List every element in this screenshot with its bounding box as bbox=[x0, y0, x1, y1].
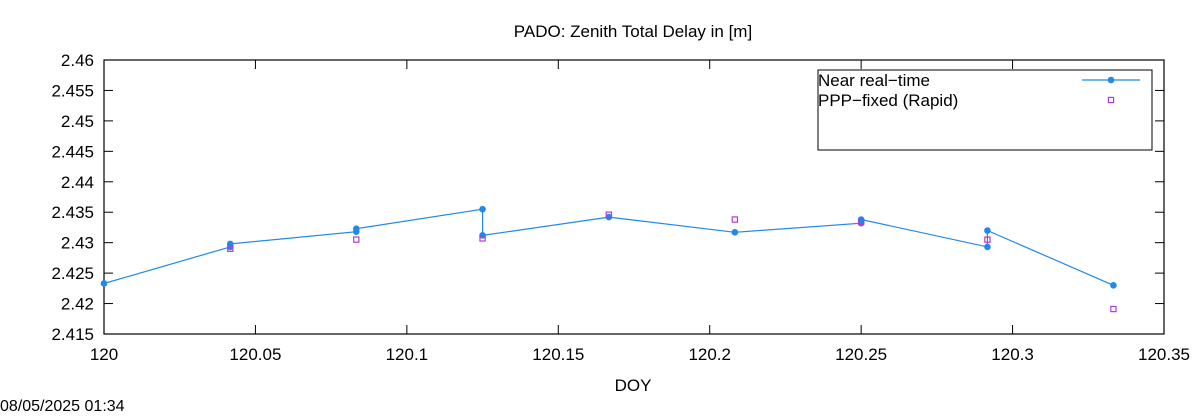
series-point-0 bbox=[731, 229, 739, 236]
x-tick-label: 120.15 bbox=[532, 345, 584, 364]
series-point-0 bbox=[352, 225, 360, 232]
series-point-0 bbox=[984, 227, 991, 234]
x-tick-label: 120 bbox=[90, 345, 118, 364]
y-tick-label: 2.445 bbox=[51, 142, 94, 161]
y-tick-label: 2.415 bbox=[51, 325, 94, 344]
y-tick-label: 2.44 bbox=[61, 173, 94, 192]
series-point-1 bbox=[605, 211, 613, 218]
y-tick-label: 2.42 bbox=[61, 295, 94, 314]
y-tick-label: 2.435 bbox=[51, 203, 94, 222]
x-tick-label: 120.1 bbox=[386, 345, 429, 364]
x-tick-label: 120.05 bbox=[229, 345, 281, 364]
x-tick-label: 120.35 bbox=[1138, 345, 1190, 364]
x-tick-label: 120.3 bbox=[991, 345, 1034, 364]
y-tick-label: 2.46 bbox=[61, 51, 94, 70]
legend-box bbox=[817, 69, 1153, 151]
series-point-0 bbox=[984, 243, 991, 251]
series-line-0 bbox=[103, 208, 1114, 286]
series-point-1 bbox=[227, 245, 234, 252]
series-point-1 bbox=[731, 216, 739, 223]
x-tick-label: 120.25 bbox=[835, 345, 887, 364]
series-point-1 bbox=[984, 236, 991, 243]
x-axis-label: DOY bbox=[615, 376, 652, 395]
series-point-0 bbox=[226, 240, 234, 248]
legend-marker-1 bbox=[1107, 96, 1115, 104]
legend-label-0: Near real−time bbox=[818, 71, 930, 90]
chart-title: PADO: Zenith Total Delay in [m] bbox=[514, 22, 752, 41]
timestamp: 08/05/2025 01:34 bbox=[0, 398, 125, 415]
legend-marker-0 bbox=[1107, 76, 1115, 84]
series-layer bbox=[100, 205, 1117, 313]
x-tick-label: 120.2 bbox=[688, 345, 731, 364]
series-point-0 bbox=[479, 205, 486, 213]
y-axis: 2.415 2.42 2.425 2.43 2.435 2.44 2.445 2.45 2.45… bbox=[51, 51, 1164, 344]
legend-label-1: PPP−fixed (Rapid) bbox=[818, 91, 958, 110]
series-point-1 bbox=[1110, 305, 1117, 313]
series-point-0 bbox=[100, 280, 108, 287]
plot-frame bbox=[103, 59, 1165, 335]
y-tick-label: 2.425 bbox=[51, 264, 94, 283]
x-axis: 120 120.05 120.1 120.15 120.2 120.25 120.3 120.… bbox=[90, 60, 1190, 364]
series-point-1 bbox=[353, 236, 360, 243]
zenith-delay-chart: PADO: Zenith Total Delay in [m] 2.4152.4… bbox=[51, 22, 1190, 395]
series-point-0 bbox=[1110, 281, 1117, 289]
series-point-1 bbox=[479, 235, 486, 242]
y-tick-label: 2.43 bbox=[61, 234, 94, 253]
series-point-1 bbox=[857, 218, 865, 226]
y-tick-label: 2.455 bbox=[51, 81, 94, 100]
y-tick-label: 2.45 bbox=[61, 112, 94, 131]
